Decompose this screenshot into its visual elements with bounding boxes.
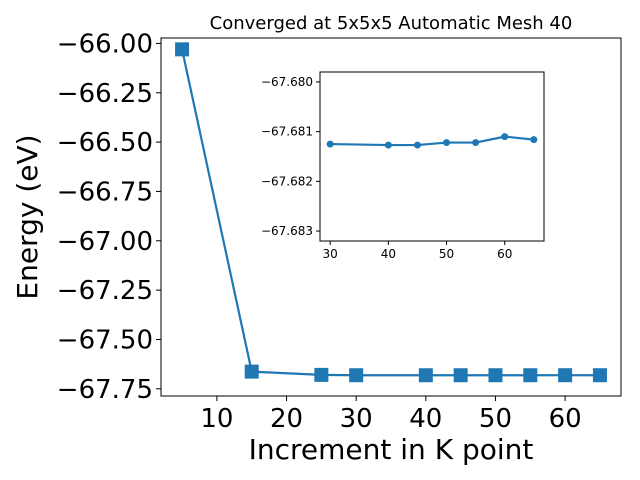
main-x-tick-label: 30 xyxy=(340,404,373,434)
inset-data-point xyxy=(326,140,334,148)
main-x-axis-label: Increment in K point xyxy=(249,433,534,466)
main-x-tick-label: 10 xyxy=(200,404,233,434)
main-y-tick-label: −67.25 xyxy=(57,276,153,306)
inset-series-layer xyxy=(326,133,538,149)
main-y-tick-label: −66.50 xyxy=(57,128,153,158)
inset-chart: 30 40 50 60 −67.683 −67.682 −67.681 −67.680 xyxy=(261,71,545,261)
inset-data-point xyxy=(413,141,421,149)
main-y-tick-label: −66.75 xyxy=(57,177,153,207)
inset-data-point xyxy=(443,139,451,147)
main-y-tick-label: −66.25 xyxy=(57,79,153,109)
main-y-axis-label: Energy (eV) xyxy=(11,134,44,299)
inset-y-tick-label: −67.680 xyxy=(261,75,313,89)
inset-y-tick-label: −67.683 xyxy=(261,224,313,238)
main-x-tick-label: 50 xyxy=(479,404,512,434)
inset-x-tick-label: 60 xyxy=(497,247,512,261)
main-data-point xyxy=(558,368,573,383)
inset-data-point xyxy=(501,133,509,141)
main-data-point xyxy=(349,368,364,383)
main-y-tick-label: −66.00 xyxy=(57,29,153,59)
main-data-point xyxy=(488,368,503,383)
inset-x-tick-label: 50 xyxy=(439,247,454,261)
main-data-point xyxy=(592,368,607,383)
main-data-point xyxy=(314,367,329,382)
inset-y-tick-label: −67.681 xyxy=(261,125,313,139)
main-data-point xyxy=(453,368,468,383)
inset-y-tick-label: −67.682 xyxy=(261,174,313,188)
inset-data-point xyxy=(472,139,480,147)
main-title: Converged at 5x5x5 Automatic Mesh 40 xyxy=(210,13,573,34)
inset-x-tick-label: 40 xyxy=(381,247,396,261)
main-y-tick-label: −67.75 xyxy=(57,375,153,405)
main-x-tick-label: 60 xyxy=(549,404,582,434)
inset-plot-frame xyxy=(319,71,545,242)
inset-data-point xyxy=(530,136,538,144)
inset-data-point xyxy=(384,141,392,149)
main-data-point xyxy=(418,368,433,383)
main-chart: Converged at 5x5x5 Automatic Mesh 40 10 2… xyxy=(11,13,622,466)
main-data-point xyxy=(523,368,538,383)
inset-x-tick-label: 30 xyxy=(323,247,338,261)
main-data-point xyxy=(244,364,259,379)
main-x-tick-label: 20 xyxy=(270,404,303,434)
inset-background xyxy=(320,72,544,241)
main-series-layer xyxy=(175,42,607,383)
main-plot-frame xyxy=(160,37,622,397)
main-y-tick-label: −67.50 xyxy=(57,325,153,355)
inset-ticks-layer: 30 40 50 60 −67.683 −67.682 −67.681 −67.680 xyxy=(261,75,512,261)
main-data-point xyxy=(175,42,190,57)
main-y-tick-label: −67.00 xyxy=(57,227,153,257)
main-series-line xyxy=(180,49,600,377)
main-ticks-layer: 10 20 30 40 50 60 −66.00 −66.25 −66.50 −66.75 −67.… xyxy=(57,29,582,434)
main-x-tick-label: 40 xyxy=(409,404,442,434)
